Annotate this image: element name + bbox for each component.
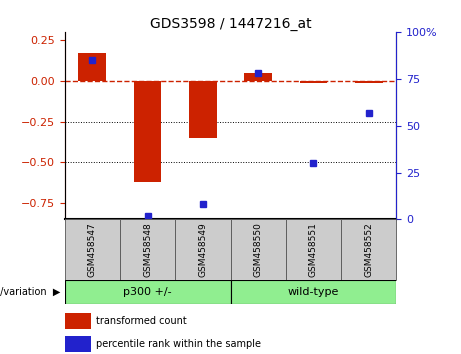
- Bar: [175, 219, 230, 280]
- Bar: [65, 219, 120, 280]
- Bar: [286, 219, 341, 280]
- Text: GSM458547: GSM458547: [88, 222, 97, 277]
- Text: transformed count: transformed count: [96, 316, 187, 326]
- Bar: [189, 81, 217, 138]
- Text: genotype/variation  ▶: genotype/variation ▶: [0, 287, 60, 297]
- Text: GSM458552: GSM458552: [364, 222, 373, 277]
- Bar: [244, 73, 272, 81]
- Bar: [65, 280, 230, 304]
- Bar: [65, 313, 91, 329]
- Text: wild-type: wild-type: [288, 287, 339, 297]
- Bar: [230, 280, 396, 304]
- Text: GSM458550: GSM458550: [254, 222, 263, 277]
- Text: GSM458551: GSM458551: [309, 222, 318, 277]
- Text: p300 +/-: p300 +/-: [123, 287, 172, 297]
- Bar: [300, 81, 327, 83]
- Bar: [120, 219, 175, 280]
- Bar: [134, 81, 161, 182]
- Bar: [78, 53, 106, 81]
- Bar: [355, 81, 383, 83]
- Bar: [230, 219, 286, 280]
- Title: GDS3598 / 1447216_at: GDS3598 / 1447216_at: [150, 17, 311, 31]
- Text: GSM458549: GSM458549: [198, 222, 207, 277]
- Text: GSM458548: GSM458548: [143, 222, 152, 277]
- Bar: [65, 336, 91, 352]
- Bar: [341, 219, 396, 280]
- Text: percentile rank within the sample: percentile rank within the sample: [96, 339, 261, 349]
